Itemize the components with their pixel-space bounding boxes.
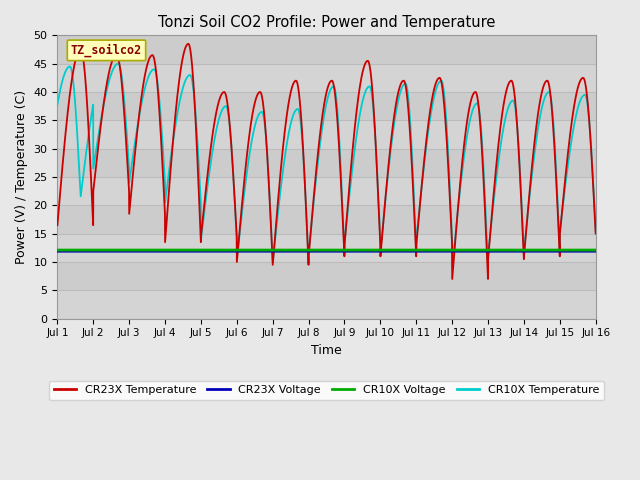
- CR23X Voltage: [447, 248, 455, 254]
- CR10X Voltage: [417, 247, 425, 253]
- CR10X Voltage: [54, 247, 61, 253]
- Legend: CR23X Temperature, CR23X Voltage, CR10X Voltage, CR10X Temperature: CR23X Temperature, CR23X Voltage, CR10X …: [49, 381, 604, 400]
- CR10X Voltage: [150, 247, 158, 253]
- CR10X Temperature: [478, 135, 486, 141]
- CR10X Voltage: [307, 247, 314, 253]
- Bar: [58, 36, 596, 64]
- Bar: [58, 205, 596, 234]
- CR23X Temperature: [478, 144, 486, 150]
- Text: TZ_soilco2: TZ_soilco2: [71, 44, 142, 57]
- CR23X Voltage: [592, 248, 600, 254]
- CR23X Temperature: [447, 221, 455, 227]
- CR23X Temperature: [417, 187, 425, 192]
- X-axis label: Time: Time: [311, 344, 342, 357]
- CR10X Temperature: [115, 61, 122, 67]
- CR23X Temperature: [591, 221, 599, 227]
- CR23X Voltage: [54, 248, 61, 254]
- CR23X Voltage: [417, 248, 425, 254]
- CR10X Temperature: [307, 232, 314, 238]
- CR23X Temperature: [54, 222, 61, 228]
- CR10X Voltage: [592, 247, 600, 253]
- Line: CR23X Temperature: CR23X Temperature: [58, 44, 596, 279]
- CR23X Temperature: [449, 276, 456, 282]
- CR10X Temperature: [150, 66, 158, 72]
- CR23X Voltage: [591, 248, 599, 254]
- CR10X Voltage: [477, 247, 485, 253]
- Y-axis label: Power (V) / Temperature (C): Power (V) / Temperature (C): [15, 90, 28, 264]
- CR23X Temperature: [184, 41, 192, 47]
- Bar: [58, 149, 596, 177]
- CR10X Temperature: [54, 102, 61, 108]
- Bar: [58, 64, 596, 92]
- CR23X Voltage: [477, 248, 485, 254]
- CR23X Temperature: [150, 56, 158, 61]
- CR23X Voltage: [150, 248, 158, 254]
- Title: Tonzi Soil CO2 Profile: Power and Temperature: Tonzi Soil CO2 Profile: Power and Temper…: [158, 15, 495, 30]
- Bar: [58, 177, 596, 205]
- CR10X Voltage: [447, 247, 455, 253]
- Bar: [58, 290, 596, 319]
- CR10X Temperature: [447, 213, 455, 219]
- CR10X Voltage: [591, 247, 599, 253]
- Bar: [58, 262, 596, 290]
- Bar: [58, 234, 596, 262]
- CR10X Temperature: [417, 188, 425, 193]
- CR10X Temperature: [591, 218, 599, 224]
- Bar: [58, 120, 596, 149]
- Bar: [58, 92, 596, 120]
- CR23X Voltage: [307, 248, 314, 254]
- CR10X Temperature: [592, 228, 600, 234]
- CR23X Temperature: [307, 233, 314, 239]
- Line: CR10X Temperature: CR10X Temperature: [58, 64, 596, 268]
- CR23X Temperature: [592, 231, 600, 237]
- CR10X Temperature: [449, 265, 456, 271]
